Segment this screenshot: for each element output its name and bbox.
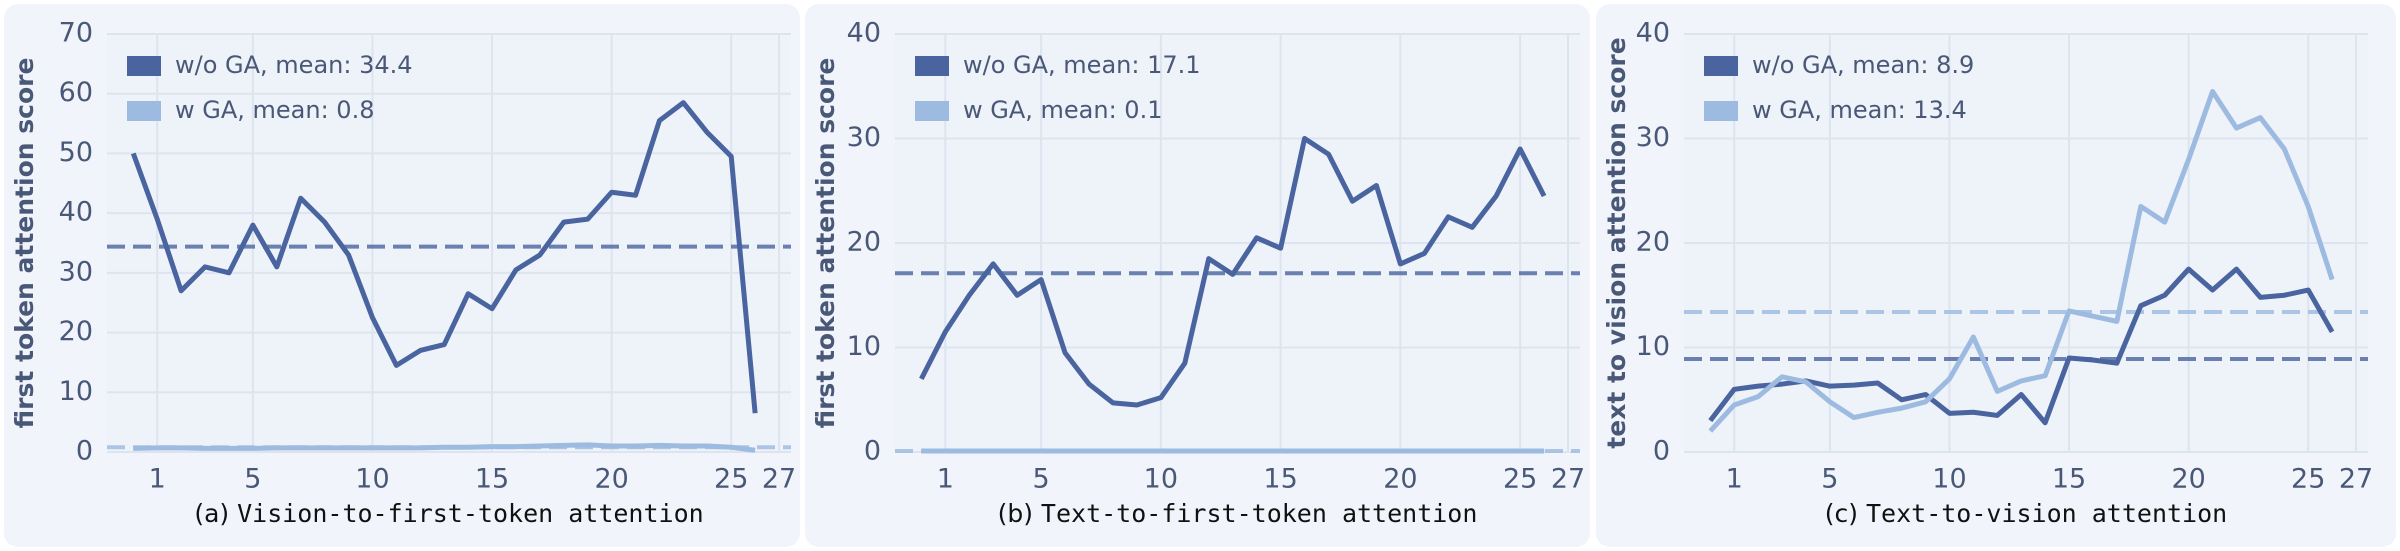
legend-swatch <box>127 101 161 121</box>
legend-swatch <box>1704 101 1738 121</box>
y-axis-label: text to vision attention score <box>1602 37 1631 448</box>
legend-swatch <box>1704 56 1738 76</box>
x-tick-label: 15 <box>2052 464 2086 495</box>
legend-swatch <box>127 56 161 76</box>
x-tick-label: 20 <box>594 464 628 495</box>
caption-text: Text-to-first-token attention <box>1041 499 1478 528</box>
y-tick-label: 0 <box>76 436 93 467</box>
y-tick-label: 10 <box>847 331 881 362</box>
series-line <box>133 442 756 453</box>
caption: (b) Text-to-first-token attention <box>998 499 1478 528</box>
caption-label: (c) <box>1825 499 1858 528</box>
y-tick-label: 20 <box>1636 227 1670 258</box>
caption-label: (a) <box>194 499 229 528</box>
caption-label: (b) <box>998 499 1033 528</box>
x-tick-label: 27 <box>762 464 796 495</box>
x-tick-label: 1 <box>1726 464 1743 495</box>
x-tick-label: 5 <box>244 464 261 495</box>
x-tick-label: 1 <box>937 464 954 495</box>
y-tick-label: 30 <box>1636 122 1670 153</box>
y-tick-label: 40 <box>59 197 93 228</box>
legend-label: w GA, mean: 13.4 <box>1752 96 1967 124</box>
y-tick-label: 20 <box>847 227 881 258</box>
y-tick-label: 0 <box>1653 436 1670 467</box>
x-tick-label: 5 <box>1821 464 1838 495</box>
y-tick-label: 10 <box>59 376 93 407</box>
caption-text: Text-to-vision attention <box>1866 499 2227 528</box>
series-line <box>919 136 1547 408</box>
y-tick-label: 40 <box>1636 18 1670 49</box>
y-tick-label: 30 <box>59 256 93 287</box>
legend-swatch <box>915 101 949 121</box>
x-tick-label: 10 <box>1932 464 1966 495</box>
y-tick-label: 70 <box>59 18 93 49</box>
series-line <box>1708 266 2335 426</box>
y-tick-label: 40 <box>847 18 881 49</box>
caption: (a) Vision-to-first-token attention <box>194 499 703 528</box>
series-line <box>130 100 758 414</box>
caption: (c) Text-to-vision attention <box>1825 499 2227 528</box>
y-tick-label: 60 <box>59 77 93 108</box>
x-tick-label: 20 <box>2171 464 2205 495</box>
x-tick-label: 10 <box>1144 464 1178 495</box>
x-tick-label: 27 <box>1551 464 1585 495</box>
legend-label: w/o GA, mean: 17.1 <box>963 51 1201 79</box>
y-axis-label: first token attention score <box>10 58 39 429</box>
plot-area <box>107 34 791 452</box>
x-tick-label: 20 <box>1383 464 1417 495</box>
x-tick-label: 27 <box>2339 464 2373 495</box>
y-tick-label: 30 <box>847 122 881 153</box>
y-tick-label: 0 <box>864 436 881 467</box>
x-tick-label: 15 <box>1263 464 1297 495</box>
x-tick-label: 15 <box>475 464 509 495</box>
x-tick-label: 5 <box>1033 464 1050 495</box>
x-tick-label: 25 <box>2291 464 2325 495</box>
x-tick-label: 10 <box>355 464 389 495</box>
series-line <box>1708 88 2335 433</box>
y-tick-label: 10 <box>1636 331 1670 362</box>
y-axis-label: first token attention score <box>811 58 840 429</box>
legend-label: w/o GA, mean: 34.4 <box>175 51 413 79</box>
legend-swatch <box>915 56 949 76</box>
y-tick-label: 20 <box>59 316 93 347</box>
y-tick-label: 50 <box>59 137 93 168</box>
x-tick-label: 25 <box>1503 464 1537 495</box>
caption-text: Vision-to-first-token attention <box>237 499 704 528</box>
legend-label: w GA, mean: 0.8 <box>175 96 374 124</box>
x-tick-label: 1 <box>149 464 166 495</box>
legend-label: w GA, mean: 0.1 <box>963 96 1162 124</box>
x-tick-label: 25 <box>714 464 748 495</box>
legend-label: w/o GA, mean: 8.9 <box>1752 51 1974 79</box>
